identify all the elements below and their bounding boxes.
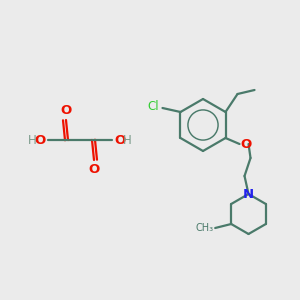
Text: CH₃: CH₃: [195, 223, 213, 233]
Text: H: H: [123, 134, 132, 146]
Text: O: O: [35, 134, 46, 146]
Text: Cl: Cl: [148, 100, 160, 113]
Text: N: N: [243, 188, 254, 200]
Text: O: O: [241, 137, 252, 151]
Text: O: O: [114, 134, 125, 146]
Text: H: H: [28, 134, 37, 146]
Text: O: O: [88, 163, 100, 176]
Text: O: O: [60, 104, 72, 117]
